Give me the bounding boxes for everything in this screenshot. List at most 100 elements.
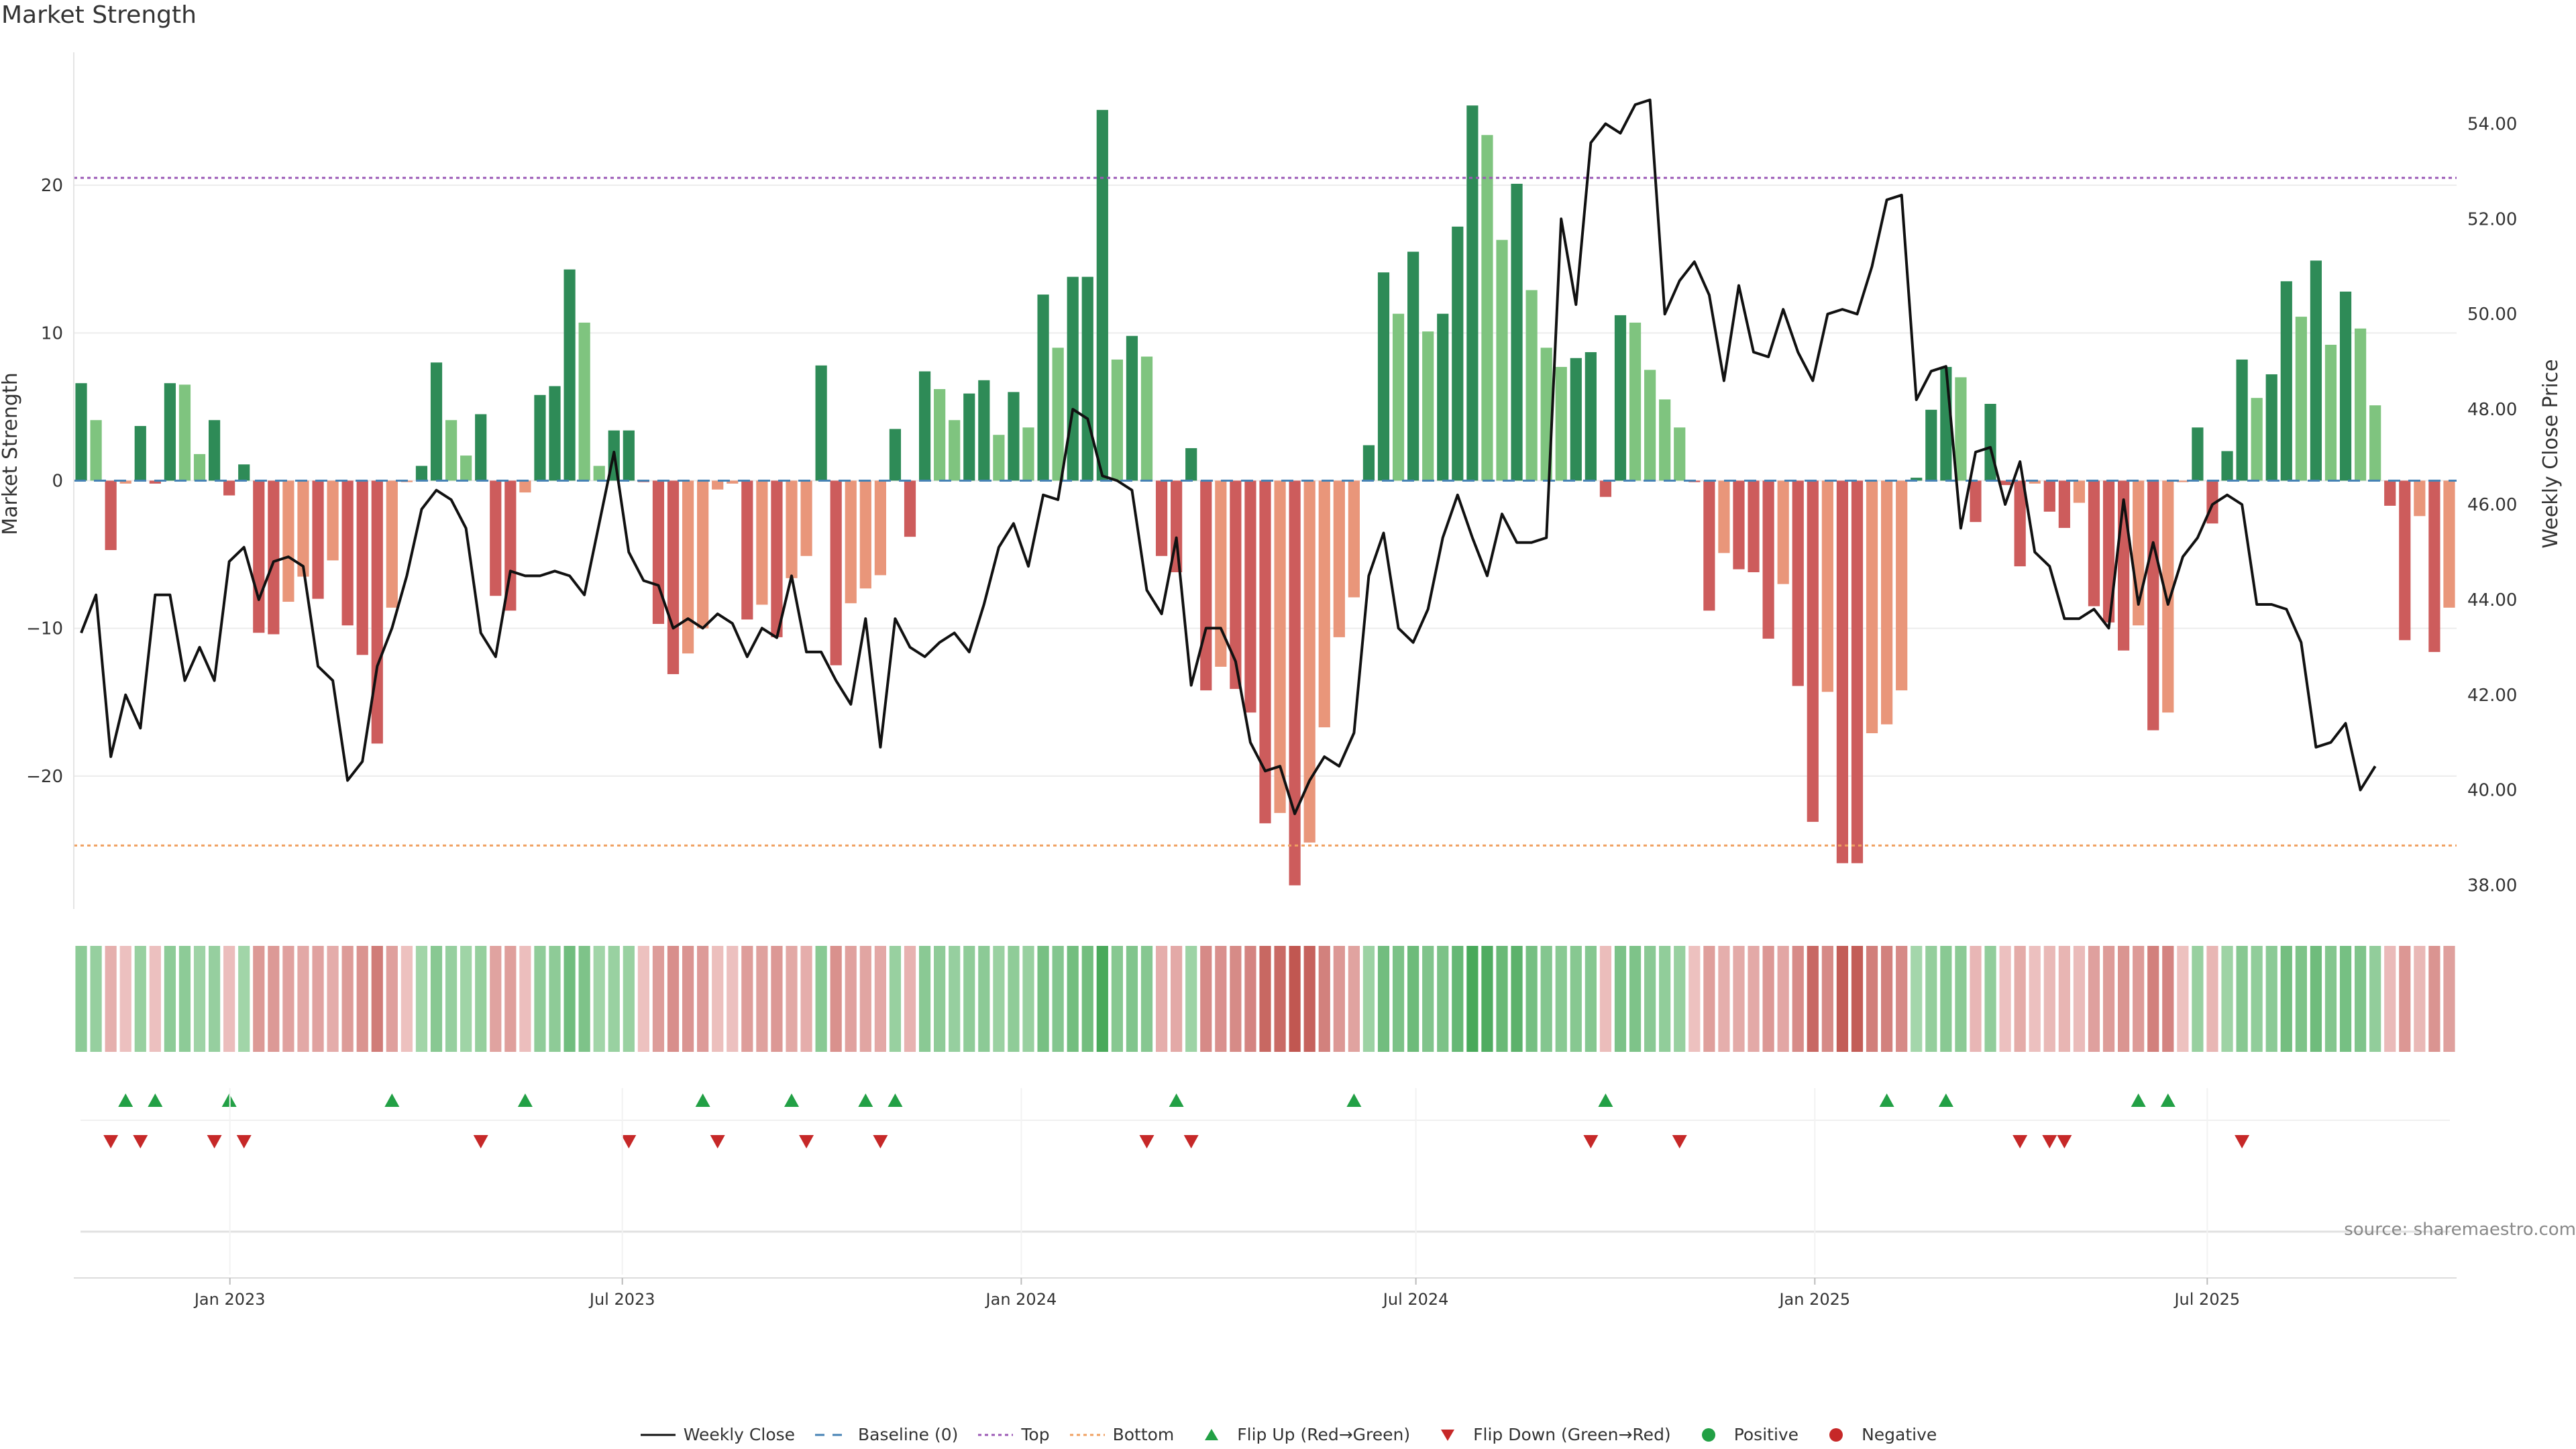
heat-cell (2014, 946, 2026, 1052)
flip-up-marker (695, 1093, 710, 1107)
heat-cell (2324, 946, 2337, 1052)
strength-bar (593, 466, 605, 481)
heat-cell (1659, 946, 1671, 1052)
strength-bar (475, 414, 487, 481)
legend-label: Positive (1733, 1425, 1799, 1444)
flip-down-marker (1183, 1135, 1199, 1148)
heat-cell (2058, 946, 2070, 1052)
heat-cell (1081, 946, 1093, 1052)
heat-cell (75, 946, 87, 1052)
heat-cell (1866, 946, 1878, 1052)
heat-cell (223, 946, 235, 1052)
heat-cell (134, 946, 146, 1052)
strength-bar (1896, 480, 1908, 691)
heat-cell (1821, 946, 1833, 1052)
x-tick-label: Jul 2025 (2173, 1290, 2240, 1309)
strength-bar (1496, 239, 1508, 481)
strength-bar (2251, 398, 2263, 481)
heat-cell (2295, 946, 2307, 1052)
heat-cell (1881, 946, 1893, 1052)
flip-down-marker (133, 1135, 148, 1148)
strength-bar (341, 480, 354, 626)
flip-up-marker (2131, 1093, 2146, 1107)
y-tick-label: 10 (41, 323, 63, 343)
y2-tick-label: 54.00 (2467, 114, 2517, 134)
heat-cell (1111, 946, 1123, 1052)
heat-cell (1777, 946, 1789, 1052)
strength-bar (1881, 480, 1893, 724)
heat-cell (1362, 946, 1375, 1052)
legend-item-bottom: Bottom (1069, 1425, 1175, 1444)
strength-bar (2014, 480, 2026, 567)
legend-item-line: Weekly Close (639, 1425, 795, 1444)
flip-up-marker (888, 1093, 903, 1107)
strength-bar (2339, 291, 2352, 481)
y-tick-label: 0 (52, 472, 63, 492)
y2-tick-label: 52.00 (2467, 209, 2517, 229)
heat-cell (667, 946, 680, 1052)
strength-bar (1303, 480, 1316, 843)
flip-up-marker (784, 1093, 800, 1107)
heat-cell (1525, 946, 1538, 1052)
heat-cell (800, 946, 812, 1052)
heat-cell (889, 946, 902, 1052)
heat-cell (2088, 946, 2100, 1052)
legend-label: Bottom (1112, 1425, 1175, 1444)
heat-cell (341, 946, 354, 1052)
strength-bar (90, 420, 102, 481)
heat-cell (1171, 946, 1183, 1052)
heat-cell (238, 946, 250, 1052)
heat-cell (2399, 946, 2411, 1052)
strength-bar (460, 455, 472, 481)
heat-cell (1703, 946, 1715, 1052)
flip-down-marker (1139, 1135, 1155, 1148)
heat-cell (2280, 946, 2292, 1052)
strength-bar (1659, 399, 1671, 481)
heat-cell (2177, 946, 2189, 1052)
flip-up-marker (1879, 1093, 1894, 1107)
flip-down-marker (2042, 1135, 2057, 1148)
x-tick-label: Jan 2025 (1778, 1290, 1850, 1309)
legend-item-positive: Positive (1690, 1425, 1799, 1444)
strength-bar (312, 480, 324, 599)
heat-cell (1688, 946, 1701, 1052)
strength-bar (430, 362, 443, 481)
strength-bar (1259, 480, 1271, 824)
strength-bar (282, 480, 294, 602)
flip-down-marker (1672, 1135, 1687, 1148)
strength-bar (1081, 276, 1093, 481)
strength-bar (1792, 480, 1804, 686)
heat-cell (859, 946, 871, 1052)
strength-bar (2399, 480, 2411, 641)
heat-cell (1511, 946, 1523, 1052)
strength-bar (1140, 356, 1153, 481)
heat-cell (430, 946, 443, 1052)
heat-cell (1836, 946, 1849, 1052)
strength-bar (1674, 427, 1686, 481)
heat-cell (1377, 946, 1390, 1052)
legend-label: Top (1021, 1425, 1050, 1444)
heat-cell (608, 946, 620, 1052)
legend-item-baseline: Baseline (0) (814, 1425, 958, 1444)
strength-bar (667, 480, 680, 674)
heat-cell (164, 946, 176, 1052)
strength-bar (1096, 109, 1108, 481)
heat-cell (741, 946, 753, 1052)
strength-bar (963, 393, 975, 481)
heat-cell (2162, 946, 2174, 1052)
strength-bar (1925, 409, 1937, 481)
heat-cell (475, 946, 487, 1052)
heat-cell (1614, 946, 1627, 1052)
heat-cell (1644, 946, 1656, 1052)
strength-bar (1733, 480, 1745, 570)
heat-cell (652, 946, 665, 1052)
flip-up-marker (1169, 1093, 1184, 1107)
strength-bar (2192, 427, 2204, 481)
heat-cell (1244, 946, 1256, 1052)
heat-cell (727, 946, 739, 1052)
strength-bar (993, 435, 1005, 481)
heat-cell (786, 946, 798, 1052)
strength-bar (1392, 313, 1405, 481)
strength-bar (918, 371, 931, 481)
flip-up-marker (1346, 1093, 1362, 1107)
